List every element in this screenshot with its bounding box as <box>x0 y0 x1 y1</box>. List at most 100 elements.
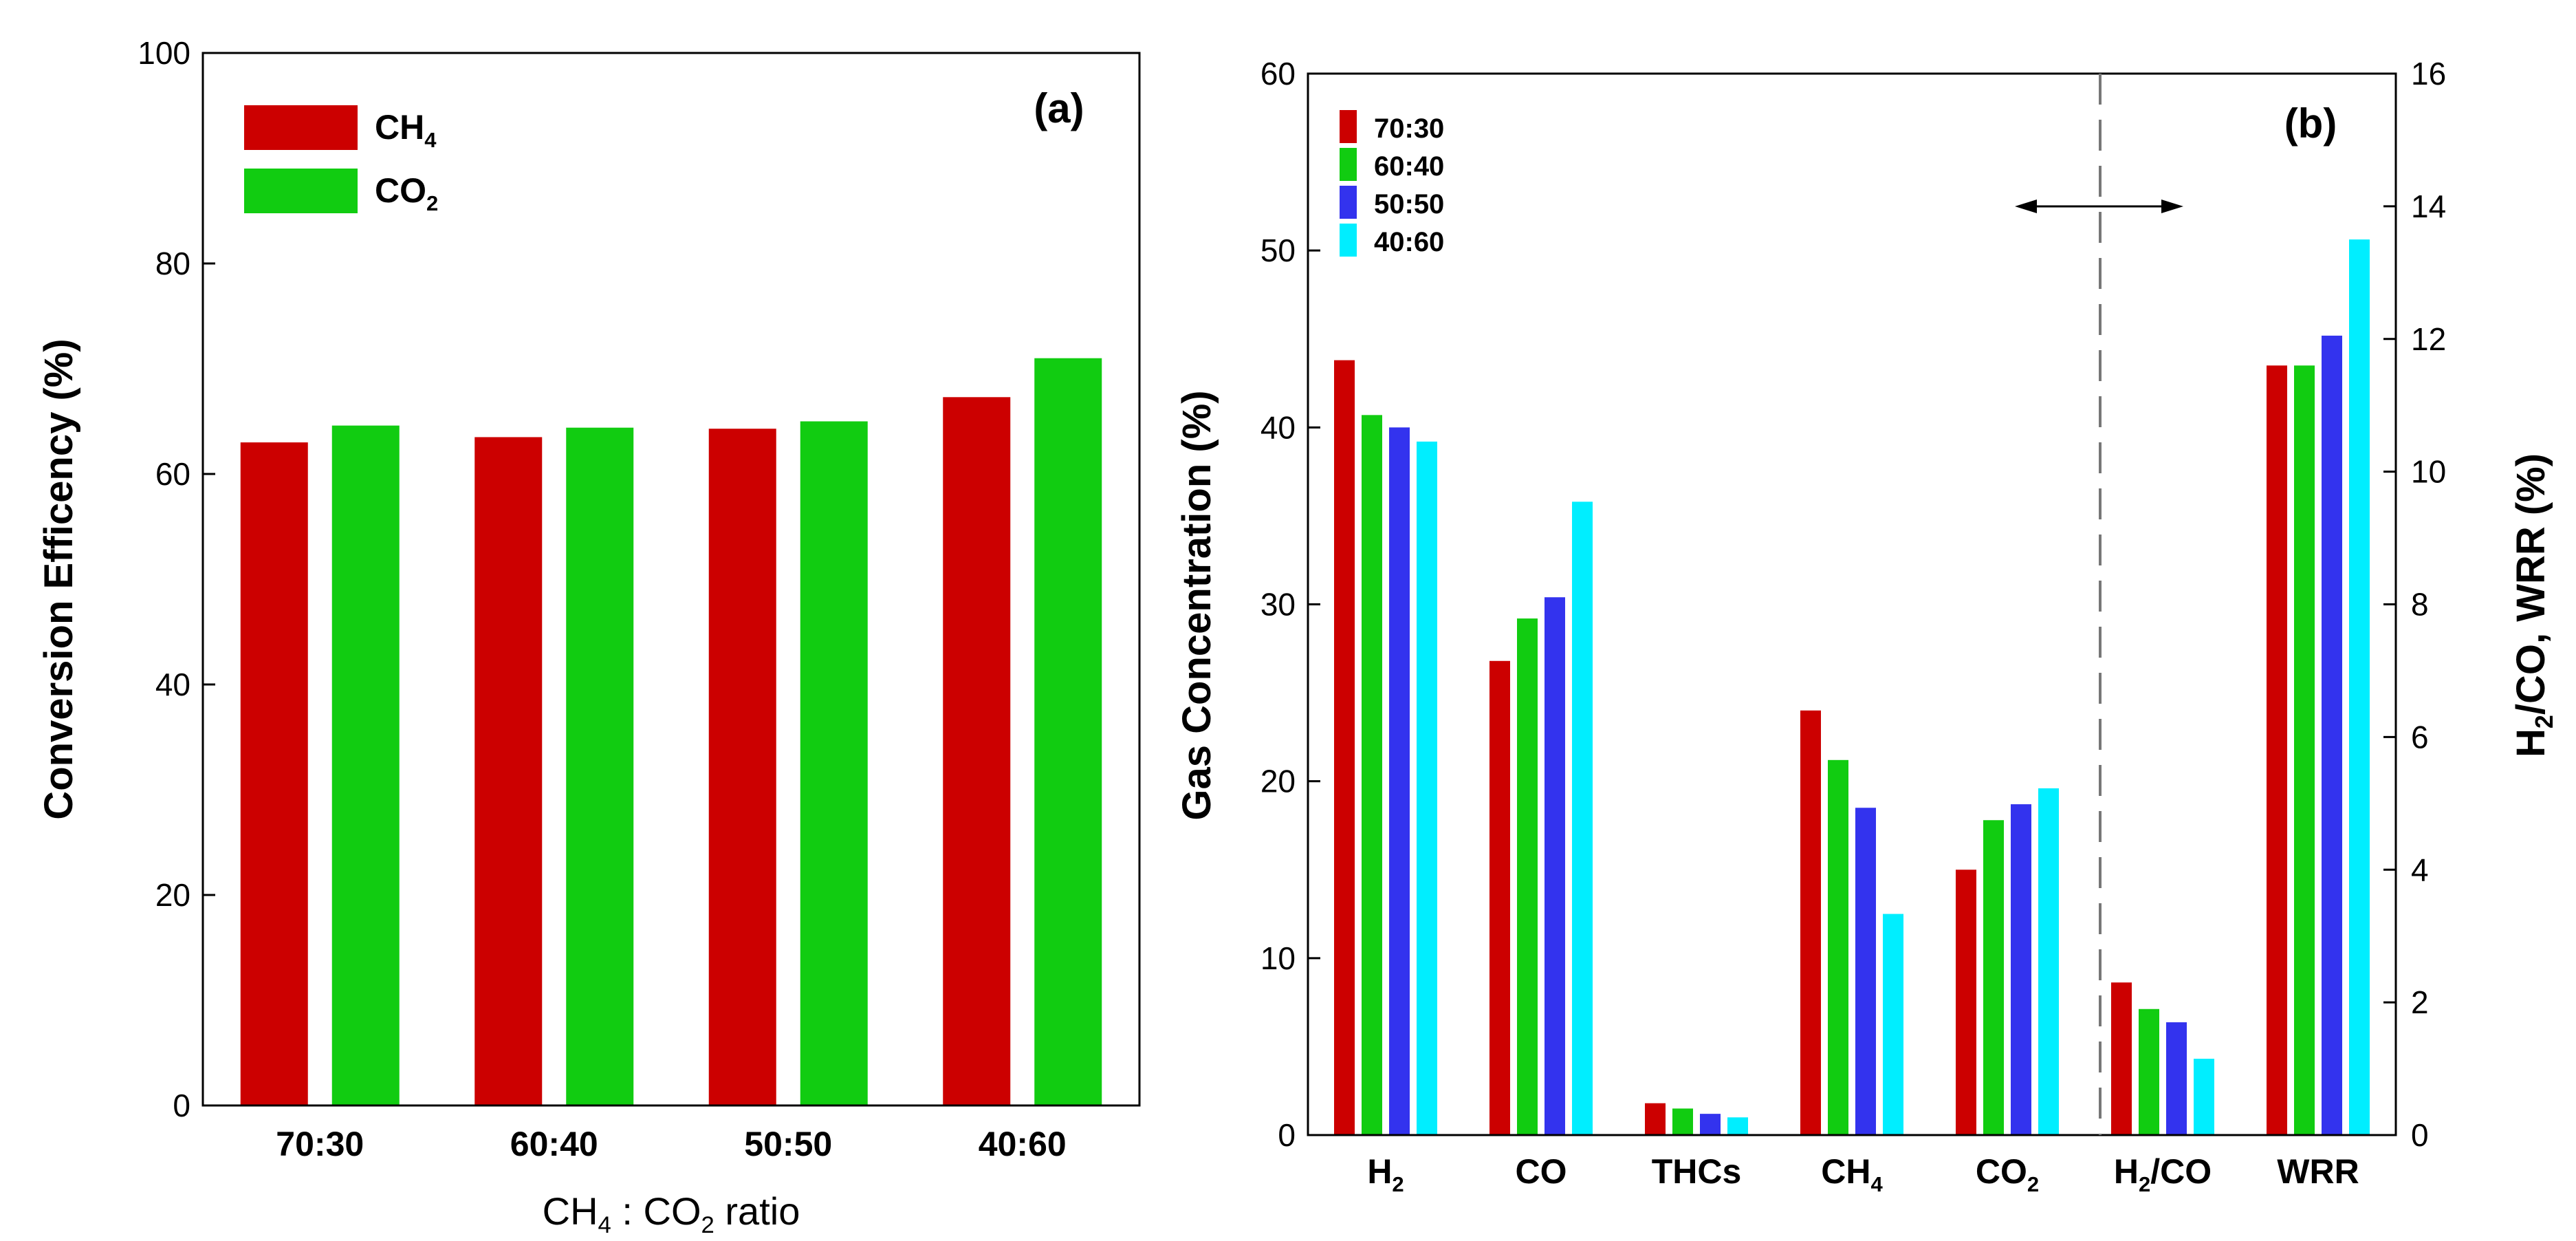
x-tick-label: 60:40 <box>510 1125 598 1163</box>
legend-label-ch4: CH4 <box>375 108 437 152</box>
legend-label-60-40: 60:40 <box>1374 151 1444 182</box>
panel-a: 0 20 40 60 80 100 70:30 60:40 50:50 40:60 Conver… <box>36 35 1141 1238</box>
x-tick-label: 70:30 <box>276 1125 364 1163</box>
right-y-tick-label: 4 <box>2411 852 2429 887</box>
bar-ch4-50-50 <box>708 429 776 1105</box>
x-tick-label: H2 <box>1367 1152 1404 1196</box>
panel-b-label: (b) <box>2284 100 2337 147</box>
panel-a-y-axis-label: Conversion Efficency (%) <box>36 338 81 819</box>
panel-b-x-axis: H2 CO THCs CH4 CO2 H2/CO WRR <box>1367 1152 2359 1196</box>
right-y-tick-label: 2 <box>2411 984 2429 1020</box>
bar-40-60-cat0 <box>1417 441 1437 1135</box>
y-tick-label: 40 <box>1260 409 1296 445</box>
legend-label-co2: CO2 <box>375 171 438 215</box>
bar-60-40-cat2 <box>1672 1108 1693 1135</box>
panel-a-bars <box>240 358 1102 1106</box>
y-tick-label: 0 <box>1278 1117 1296 1153</box>
bar-50-50-cat4 <box>2011 804 2031 1135</box>
legend-swatch-60-40 <box>1340 148 1357 181</box>
bar-ch4-70-30 <box>240 442 308 1105</box>
right-y-tick-label: 10 <box>2411 454 2446 490</box>
panel-a-x-axis: 70:30 60:40 50:50 40:60 <box>276 1125 1066 1163</box>
bar-40-60-cat4 <box>2038 788 2059 1135</box>
bar-ch4-60-40 <box>474 437 543 1105</box>
right-y-tick-label: 16 <box>2411 56 2446 91</box>
y-tick-label: 100 <box>138 35 190 71</box>
y-tick-label: 0 <box>173 1088 190 1123</box>
bar-50-50-cat3 <box>1855 808 1876 1135</box>
y-tick-label: 60 <box>1260 56 1296 91</box>
bar-60-40-cat1 <box>1517 618 1538 1135</box>
y-tick-label: 50 <box>1260 233 1296 268</box>
right-y-tick-label: 14 <box>2411 188 2446 224</box>
bar-70-30-cat5 <box>2111 982 2132 1135</box>
panel-b-y-axis-label: Gas Concentration (%) <box>1175 390 1219 820</box>
legend-swatch-ch4 <box>244 105 358 150</box>
legend-swatch-co2 <box>244 169 358 213</box>
bar-70-30-cat3 <box>1800 710 1821 1135</box>
x-tick-label: CO <box>1516 1152 1567 1191</box>
panel-b-legend: 70:30 60:40 50:50 40:60 <box>1340 110 1444 257</box>
y-tick-label: 80 <box>155 246 190 281</box>
right-y-tick-label: 0 <box>2411 1117 2429 1153</box>
bar-40-60-cat2 <box>1727 1117 1748 1135</box>
right-y-tick-label: 6 <box>2411 719 2429 755</box>
bar-50-50-cat2 <box>1700 1114 1721 1135</box>
bar-50-50-cat1 <box>1544 597 1565 1135</box>
legend-swatch-40-60 <box>1340 224 1357 257</box>
x-tick-label: CO2 <box>1976 1152 2039 1196</box>
bar-70-30-cat1 <box>1489 660 1510 1135</box>
bar-70-30-cat4 <box>1956 870 1976 1135</box>
x-tick-label: THCs <box>1652 1152 1742 1191</box>
panel-b-left-y-axis: 0 10 20 30 40 50 60 <box>1260 56 1320 1153</box>
y-tick-label: 20 <box>155 877 190 913</box>
y-tick-label: 60 <box>155 456 190 492</box>
bar-70-30-cat0 <box>1334 360 1355 1135</box>
legend-label-40-60: 40:60 <box>1374 227 1444 257</box>
panel-a-legend: CH4 CO2 <box>244 105 438 215</box>
x-tick-label: WRR <box>2277 1152 2359 1191</box>
bar-50-50-cat5 <box>2166 1022 2187 1135</box>
panel-b-plot-frame <box>1307 72 2397 1136</box>
bar-co2-40-60 <box>1034 358 1102 1106</box>
legend-swatch-50-50 <box>1340 186 1357 219</box>
bar-40-60-cat1 <box>1572 501 1593 1135</box>
bar-60-40-cat6 <box>2294 365 2315 1136</box>
legend-swatch-70-30 <box>1340 110 1357 143</box>
x-tick-label: 50:50 <box>744 1125 832 1163</box>
bar-co2-70-30 <box>331 425 400 1105</box>
right-y-tick-label: 8 <box>2411 587 2429 623</box>
panel-b-right-y-axis-label: H2/CO, WRR (%) <box>2509 453 2558 757</box>
panel-a-x-axis-label: CH4 : CO2 ratio <box>543 1189 800 1238</box>
bar-60-40-cat4 <box>1983 820 2004 1135</box>
panel-b-bars <box>1334 239 2370 1136</box>
bar-40-60-cat5 <box>2194 1059 2214 1135</box>
bar-50-50-cat0 <box>1389 427 1410 1136</box>
legend-label-70-30: 70:30 <box>1374 114 1444 144</box>
bar-50-50-cat6 <box>2322 335 2342 1136</box>
x-tick-label: CH4 <box>1821 1152 1883 1196</box>
bar-ch4-40-60 <box>943 397 1011 1105</box>
panel-a-plot-frame <box>201 52 1141 1107</box>
bar-co2-60-40 <box>566 427 634 1105</box>
y-tick-label: 10 <box>1260 940 1296 976</box>
bar-70-30-cat6 <box>2267 365 2287 1136</box>
bar-60-40-cat0 <box>1362 415 1382 1135</box>
panel-a-y-axis: 0 20 40 60 80 100 <box>138 35 215 1123</box>
bar-co2-50-50 <box>800 421 868 1105</box>
x-tick-label: 40:60 <box>979 1125 1067 1163</box>
panel-b-axis-arrow <box>2015 199 2183 213</box>
bar-70-30-cat2 <box>1645 1103 1666 1135</box>
y-tick-label: 30 <box>1260 587 1296 623</box>
right-y-tick-label: 12 <box>2411 321 2446 357</box>
panel-b-right-y-axis: 0 2 4 6 8 10 12 14 16 <box>2383 56 2446 1153</box>
bar-60-40-cat5 <box>2139 1008 2159 1135</box>
y-tick-label: 40 <box>155 667 190 702</box>
legend-label-50-50: 50:50 <box>1374 189 1444 219</box>
bar-40-60-cat3 <box>1883 914 1903 1135</box>
bar-60-40-cat3 <box>1828 759 1848 1135</box>
panel-b: 0 10 20 30 40 50 60 0 2 4 6 8 10 12 14 16 H2 CO THCs CH4 C… <box>1175 56 2558 1196</box>
panel-a-label: (a) <box>1034 85 1084 131</box>
bar-40-60-cat6 <box>2349 239 2370 1135</box>
